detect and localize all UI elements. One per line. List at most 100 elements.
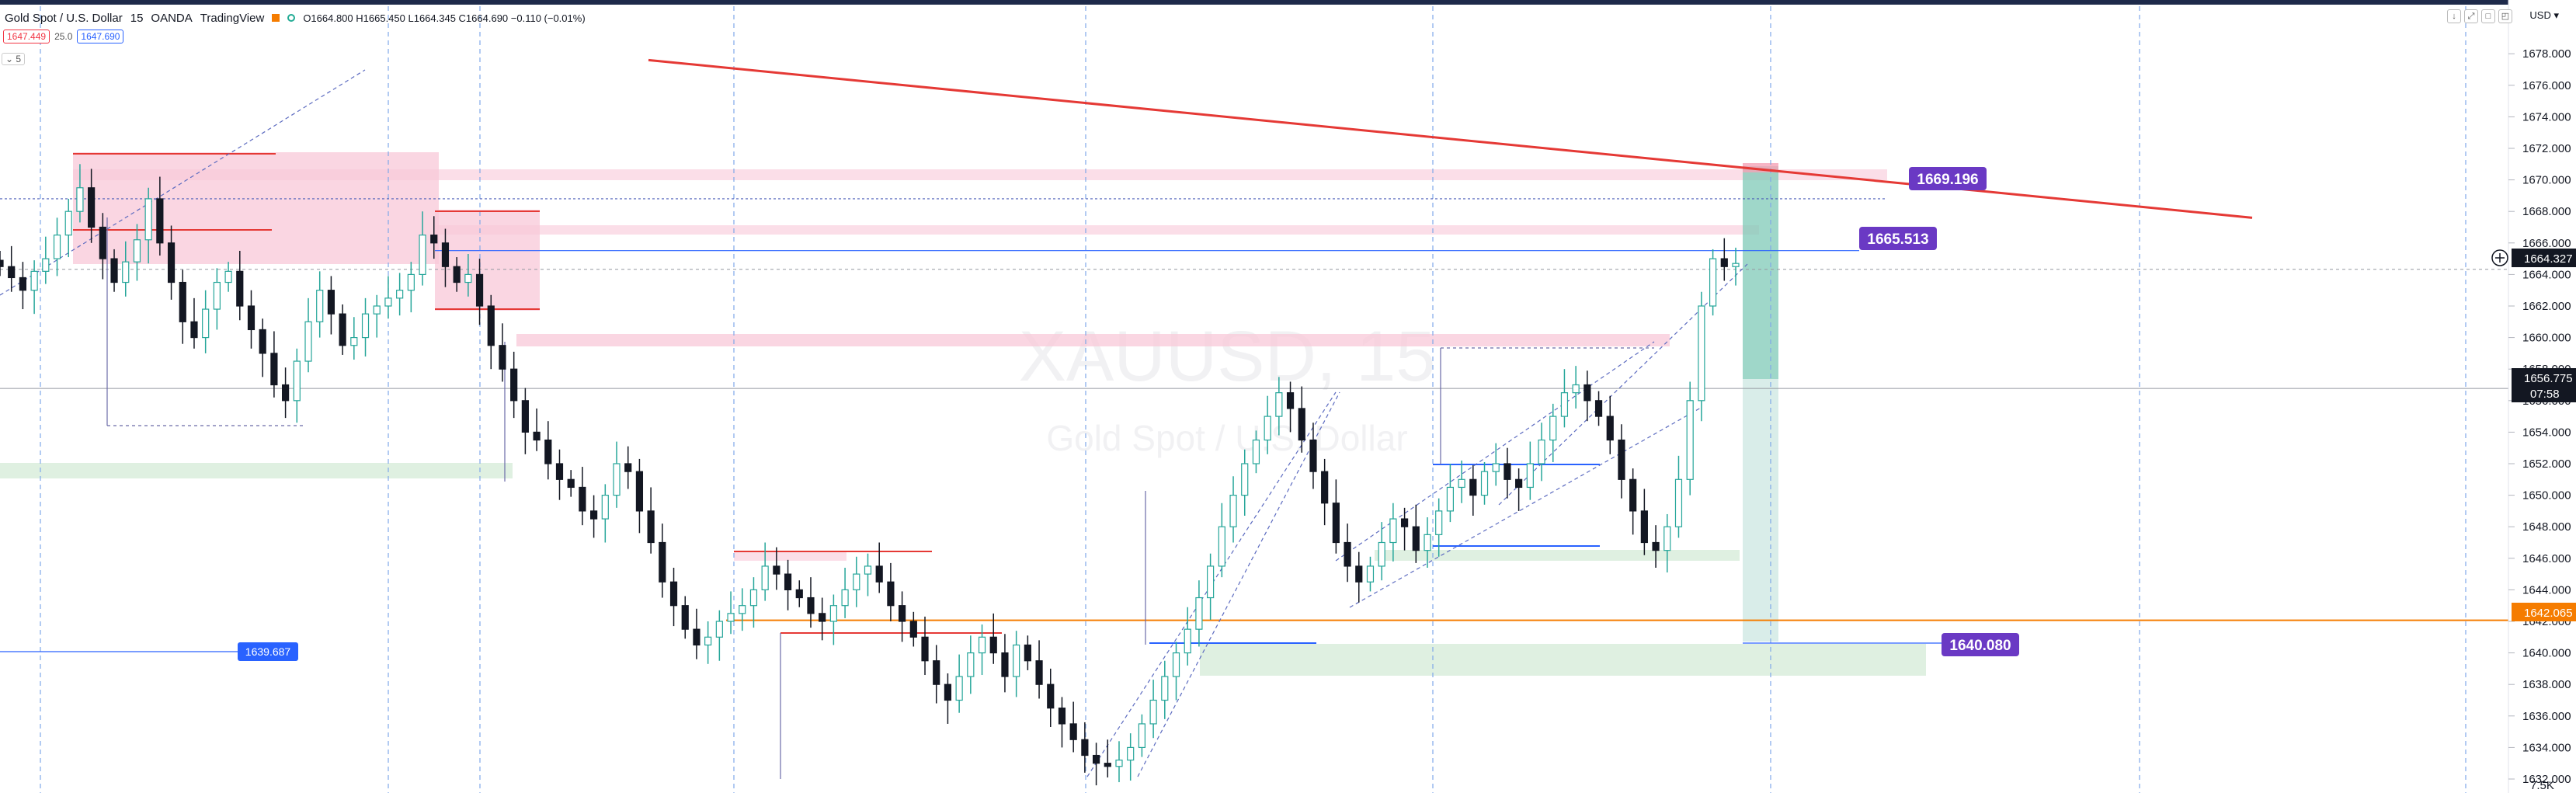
candle-body xyxy=(1218,526,1225,567)
candle-body xyxy=(350,337,358,346)
candle-body xyxy=(624,463,632,472)
candle-body xyxy=(1618,439,1625,480)
candle-body xyxy=(247,305,256,331)
candle-body xyxy=(1161,676,1169,701)
candle-body xyxy=(590,510,598,520)
candle-body xyxy=(156,198,164,244)
watermark-description: Gold Spot / U.S. Dollar xyxy=(1046,418,1407,458)
price-label-1639[interactable]: 1639.687 xyxy=(238,642,298,661)
candle-body xyxy=(967,652,975,677)
candle-body xyxy=(1001,652,1009,677)
candle-body xyxy=(167,242,176,283)
candle-body xyxy=(1400,518,1409,527)
candle-body xyxy=(53,235,61,259)
arrow-down-icon[interactable]: ↓ xyxy=(2447,9,2461,23)
ask-price[interactable]: 1647.690 xyxy=(77,30,124,43)
candle-body xyxy=(396,290,404,299)
candle-body xyxy=(1355,565,1363,583)
candle-body xyxy=(647,510,655,544)
bid-price[interactable]: 1647.449 xyxy=(3,30,50,43)
price-tick-label: 1632.000 xyxy=(2522,773,2571,786)
candle-body xyxy=(544,439,552,464)
candle-body xyxy=(1207,565,1215,599)
candle-body xyxy=(1424,534,1431,551)
price-tick-label: 1666.000 xyxy=(2522,237,2571,250)
price-label-1669[interactable]: 1669.196 xyxy=(1909,167,1987,190)
candle-body xyxy=(1058,708,1066,725)
collapse-count: 5 xyxy=(16,54,22,64)
candle-body xyxy=(304,321,312,362)
price-tick-label: 1634.000 xyxy=(2522,741,2571,754)
currency-selector[interactable]: USD ▾ xyxy=(2529,9,2559,21)
candle-body xyxy=(1674,478,1683,527)
candle-body xyxy=(1640,510,1648,544)
candle-body xyxy=(407,273,415,291)
quote-badges: 1647.449 25.0 1647.690 xyxy=(3,30,124,43)
supply-zone xyxy=(435,225,1759,235)
candle-body xyxy=(419,235,426,275)
maximize-icon[interactable]: □ xyxy=(2481,9,2495,23)
candle-body xyxy=(1446,486,1455,512)
candle-body xyxy=(1309,439,1317,472)
source-label: TradingView xyxy=(200,11,265,25)
candle-body xyxy=(989,636,997,654)
crosshair-plus-icon[interactable] xyxy=(2491,249,2508,266)
svg-text:1640.080: 1640.080 xyxy=(1949,638,2011,654)
candle-body xyxy=(453,266,461,283)
candle-body xyxy=(30,270,38,291)
long-position-target xyxy=(1743,166,1778,379)
candle-body xyxy=(1149,699,1157,725)
candle-body xyxy=(715,621,723,638)
price-tick-label: 1646.000 xyxy=(2522,552,2571,565)
candle-body xyxy=(727,613,735,622)
expand-icon[interactable]: ⤢ xyxy=(2464,9,2478,23)
candle-body xyxy=(1663,526,1671,551)
price-tick-label: 1672.000 xyxy=(2522,142,2571,155)
trendline-red xyxy=(648,58,2253,219)
price-tick-label: 1650.000 xyxy=(2522,489,2571,503)
candle-body xyxy=(613,463,621,496)
price-tick-label: 1664.000 xyxy=(2522,268,2571,281)
supply-zone xyxy=(516,334,1670,346)
supply-zone xyxy=(73,169,1887,180)
candle-body xyxy=(1092,754,1100,764)
candle-body xyxy=(1275,392,1283,417)
candle-body xyxy=(853,573,860,590)
indicator-collapse-button[interactable]: ⌄ 5 xyxy=(2,53,26,65)
price-label-1640[interactable]: 1640.080 xyxy=(1942,633,2019,656)
channel-line xyxy=(1349,407,1702,608)
candle-body xyxy=(270,353,278,386)
candle-body xyxy=(1526,463,1534,489)
market-status-icon[interactable] xyxy=(287,14,296,22)
candle-body xyxy=(464,273,472,283)
candle-body xyxy=(784,573,792,590)
drawings-layer xyxy=(0,58,2508,779)
spread-value: 25.0 xyxy=(54,31,73,42)
symbol-name[interactable]: Gold Spot / U.S. Dollar xyxy=(5,11,123,25)
demand-zone xyxy=(1375,550,1740,561)
candle-body xyxy=(1709,258,1717,307)
candle-body xyxy=(1286,392,1295,409)
candle-body xyxy=(659,541,666,583)
price-tick-label: 1644.000 xyxy=(2522,583,2571,596)
interval-label[interactable]: 15 xyxy=(130,11,144,25)
candle-body xyxy=(567,478,575,489)
candle-body xyxy=(533,431,541,441)
zones-layer xyxy=(0,152,1926,676)
screenshot-icon[interactable]: ◰ xyxy=(2498,9,2512,23)
candle-body xyxy=(1104,763,1111,767)
candle-body xyxy=(1686,400,1694,480)
candle-body xyxy=(42,258,50,272)
chart-legend: Gold Spot / U.S. Dollar 15 OANDA Trading… xyxy=(5,9,586,26)
price-label-1665[interactable]: 1665.513 xyxy=(1859,227,1937,250)
candle-body xyxy=(1298,408,1305,441)
svg-text:1664.327: 1664.327 xyxy=(2524,252,2573,266)
candle-body xyxy=(1013,644,1020,677)
channel-line xyxy=(1335,341,1655,562)
candle-body xyxy=(761,565,769,591)
svg-text:1639.687: 1639.687 xyxy=(245,645,291,658)
svg-text:1669.196: 1669.196 xyxy=(1917,172,1978,188)
candle-body xyxy=(88,187,96,228)
candle-body xyxy=(8,266,16,279)
